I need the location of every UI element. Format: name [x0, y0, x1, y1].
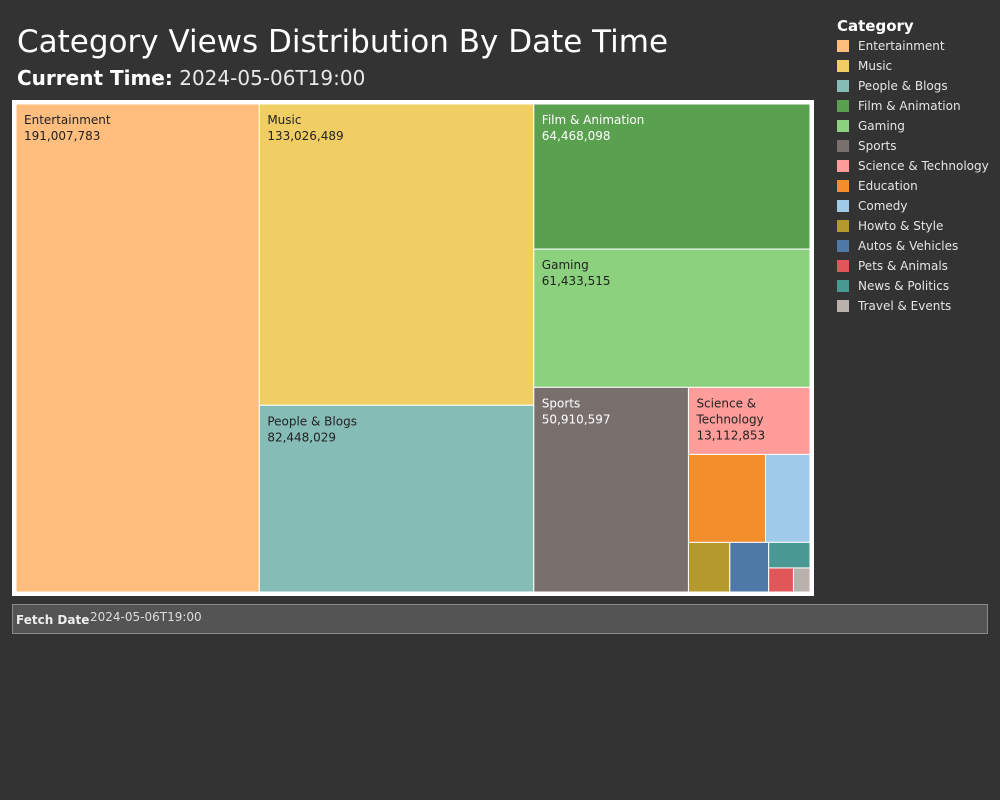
legend-title: Category	[837, 17, 914, 35]
legend-swatch	[837, 180, 849, 192]
legend-swatch	[837, 200, 849, 212]
legend-label: Howto & Style	[858, 219, 944, 233]
treemap-tile-rect[interactable]	[533, 248, 810, 388]
tile-category-label: Music	[267, 113, 301, 127]
treemap-tile[interactable]	[768, 567, 794, 592]
tile-value-label: 13,112,853	[696, 428, 765, 442]
legend-item[interactable]: Howto & Style	[837, 216, 997, 236]
treemap-tile[interactable]	[764, 453, 810, 543]
legend-label: Comedy	[858, 199, 908, 213]
legend-label: Music	[858, 59, 893, 73]
legend-label: Science & Technology	[858, 159, 989, 173]
legend-item[interactable]: Sports	[837, 136, 997, 156]
treemap-tile[interactable]	[792, 567, 810, 592]
legend-swatch	[837, 100, 849, 112]
legend-label: People & Blogs	[858, 79, 948, 93]
treemap-tile-rect[interactable]	[764, 453, 810, 543]
legend-swatch	[837, 40, 849, 52]
treemap-tile-rect[interactable]	[729, 541, 770, 592]
tile-value-label: 133,026,489	[267, 129, 343, 143]
fetch-date-value[interactable]: 2024-05-06T19:00	[90, 610, 202, 624]
legend-item[interactable]: Education	[837, 176, 997, 196]
legend-item[interactable]: Film & Animation	[837, 96, 997, 116]
legend-swatch	[837, 280, 849, 292]
legend-label: Sports	[858, 139, 897, 153]
legend-label: Travel & Events	[858, 299, 952, 313]
legend-swatch	[837, 140, 849, 152]
legend-swatch	[837, 80, 849, 92]
fetch-date-filter[interactable]: Fetch Date 2024-05-06T19:00	[12, 604, 988, 634]
current-time: Current Time: 2024-05-06T19:00	[17, 64, 365, 92]
legend-item[interactable]: Music	[837, 56, 997, 76]
treemap-tile-rect[interactable]	[16, 104, 260, 592]
treemap-tile[interactable]: People & Blogs 82,448,029	[258, 404, 535, 592]
treemap-tile[interactable]: Gaming 61,433,515	[533, 248, 810, 388]
legend-label: Entertainment	[858, 39, 945, 53]
legend-swatch	[837, 120, 849, 132]
treemap-tile[interactable]	[687, 453, 766, 543]
legend-item[interactable]: Comedy	[837, 196, 997, 216]
tile-value-label: 191,007,783	[24, 129, 100, 143]
treemap-tile[interactable]: Music 133,026,489	[258, 104, 535, 406]
treemap-tile-rect[interactable]	[768, 541, 810, 569]
legend-item[interactable]: Entertainment	[837, 36, 997, 56]
treemap-tile[interactable]: Film & Animation 64,468,098	[533, 104, 810, 250]
legend-swatch	[837, 300, 849, 312]
current-time-label: Current Time:	[17, 66, 173, 90]
legend-item[interactable]: Autos & Vehicles	[837, 236, 997, 256]
legend-swatch	[837, 260, 849, 272]
legend-item[interactable]: Pets & Animals	[837, 256, 997, 276]
legend-label: Education	[858, 179, 918, 193]
legend-label: Gaming	[858, 119, 905, 133]
treemap-tile-rect[interactable]	[687, 453, 766, 543]
legend-label: Autos & Vehicles	[858, 239, 959, 253]
category-legend: Category Entertainment Music People & Blog…	[837, 16, 997, 316]
treemap-tile-rect[interactable]	[533, 104, 810, 250]
tile-value-label: 50,910,597	[542, 412, 611, 426]
treemap-tile-rect[interactable]	[533, 386, 689, 592]
tile-value-label: 82,448,029	[267, 430, 336, 444]
treemap-tile[interactable]	[687, 541, 731, 592]
treemap-tile-rect[interactable]	[792, 567, 810, 592]
tile-category-label: Entertainment	[24, 113, 111, 127]
tile-category-label: Science &	[696, 396, 756, 410]
treemap-tile-rect[interactable]	[687, 541, 731, 592]
legend-item[interactable]: Travel & Events	[837, 296, 997, 316]
current-time-value: 2024-05-06T19:00	[179, 66, 366, 90]
tile-value-label: 64,468,098	[542, 129, 611, 143]
treemap-tile-rect[interactable]	[768, 567, 794, 592]
legend-swatch	[837, 220, 849, 232]
legend-item[interactable]: Gaming	[837, 116, 997, 136]
tile-category-label: Gaming	[542, 258, 589, 272]
tile-category-label: Sports	[542, 396, 580, 410]
legend-item[interactable]: News & Politics	[837, 276, 997, 296]
treemap-tile-rect[interactable]	[258, 104, 535, 406]
treemap-tile[interactable]: Science & Technology 13,112,853	[687, 386, 810, 455]
legend-swatch	[837, 160, 849, 172]
treemap-tile[interactable]: Sports 50,910,597	[533, 386, 689, 592]
legend-swatch	[837, 240, 849, 252]
treemap-tile[interactable]: Entertainment 191,007,783	[16, 104, 260, 592]
tile-category-label: Film & Animation	[542, 113, 645, 127]
tile-category-label: Technology	[695, 412, 763, 426]
legend-label: Film & Animation	[858, 99, 961, 113]
treemap-tile-rect[interactable]	[258, 404, 535, 592]
legend-label: Pets & Animals	[858, 259, 948, 273]
tile-category-label: People & Blogs	[267, 414, 357, 428]
legend-label: News & Politics	[858, 279, 950, 293]
tile-value-label: 61,433,515	[542, 274, 611, 288]
treemap-chart[interactable]: Entertainment 191,007,783 Music 133,026,489…	[16, 104, 810, 592]
treemap-tile[interactable]	[768, 541, 810, 569]
legend-item[interactable]: Science & Technology	[837, 156, 997, 176]
fetch-date-label: Fetch Date	[16, 613, 90, 627]
page-title: Category Views Distribution By Date Time	[17, 24, 669, 60]
legend-swatch	[837, 60, 849, 72]
treemap-tile[interactable]	[729, 541, 770, 592]
legend-item[interactable]: People & Blogs	[837, 76, 997, 96]
